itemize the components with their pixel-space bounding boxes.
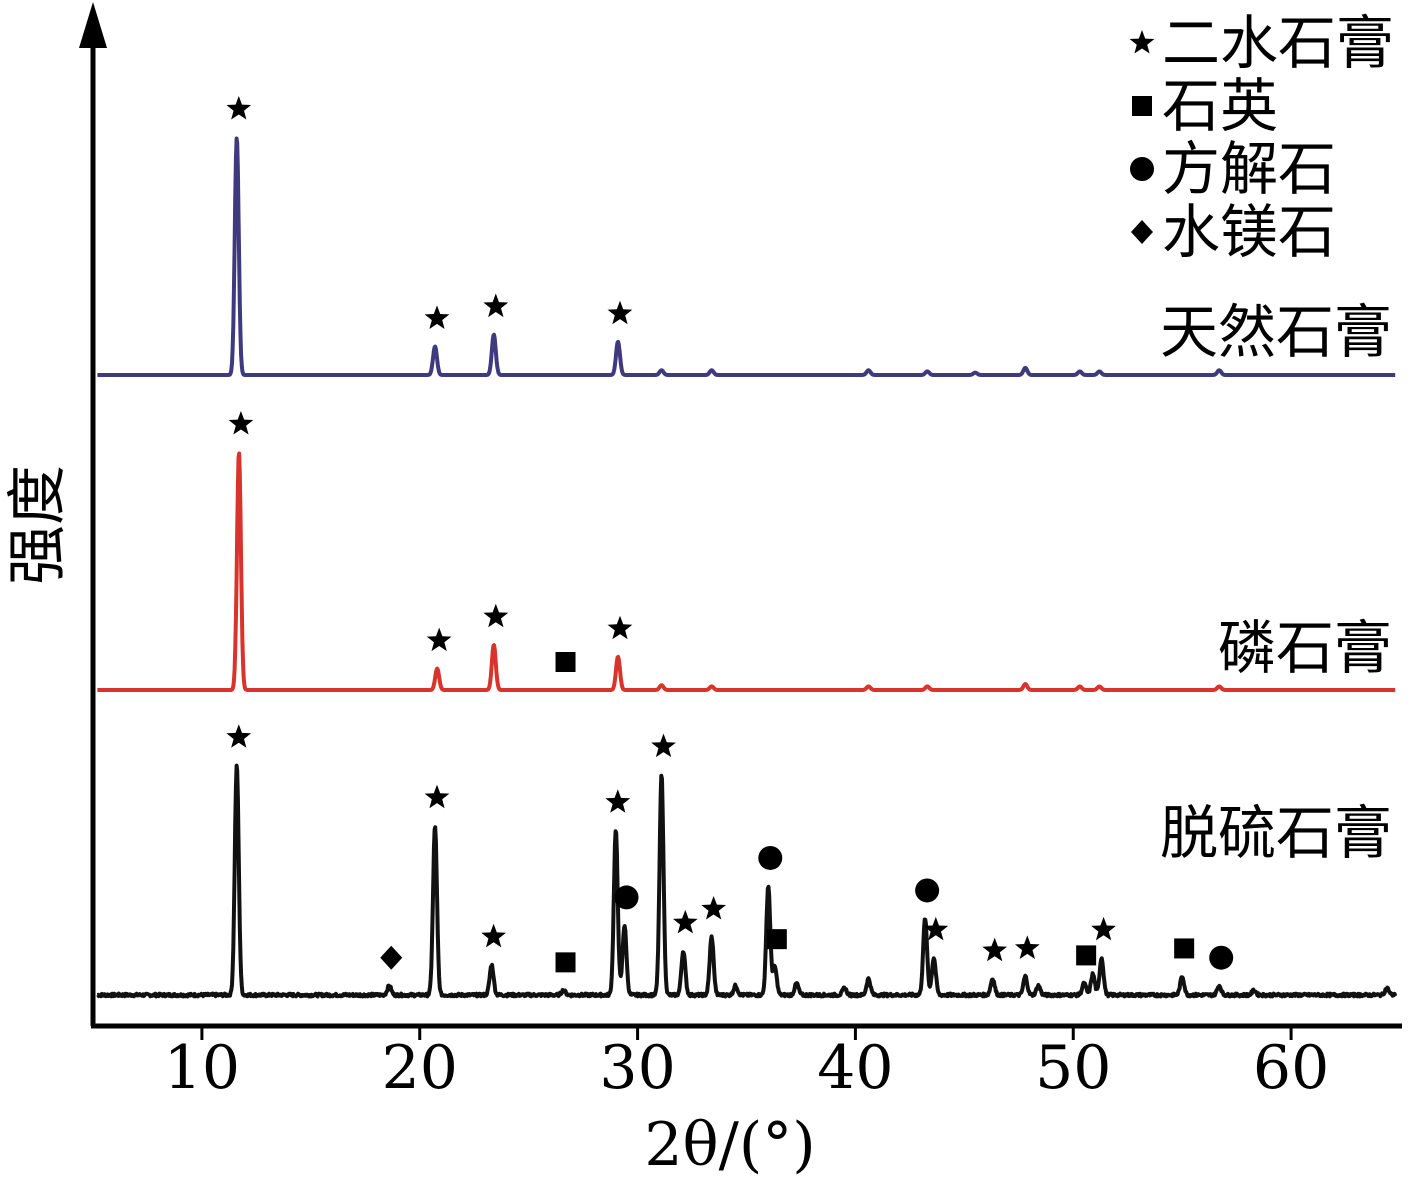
peak-marker-square (555, 652, 576, 672)
x-tick-label: 20 (382, 1033, 458, 1103)
peak-marker-star (607, 300, 633, 325)
trace-label: 脱硫石膏 (1160, 799, 1392, 867)
peak-marker-star (607, 615, 633, 640)
legend-label: 方解石 (1162, 135, 1336, 203)
peak-marker-circle (614, 885, 639, 910)
peak-marker-square (766, 929, 787, 950)
peak-marker-star (982, 937, 1007, 962)
trace-line (96, 763, 1398, 999)
x-tick-label: 40 (817, 1033, 893, 1103)
peak-marker-star (483, 293, 509, 318)
y-axis-label: 强度 (3, 465, 73, 585)
peak-marker-circle (915, 878, 940, 903)
peak-marker-star (424, 784, 450, 809)
legend-marker-square (1132, 96, 1152, 116)
peak-markers (226, 96, 1234, 973)
x-tick-label: 10 (164, 1033, 240, 1103)
peak-marker-circle (758, 845, 783, 870)
trace-line (96, 451, 1397, 692)
peak-marker-star (1015, 935, 1040, 959)
peak-marker-star (481, 923, 506, 948)
peak-marker-circle (1209, 945, 1234, 970)
trace-label: 天然石膏 (1160, 298, 1392, 366)
peak-marker-star (483, 603, 509, 628)
legend-marker-circle (1130, 157, 1154, 181)
x-tick-label: 50 (1035, 1033, 1111, 1103)
peak-marker-star (701, 896, 726, 920)
legend-marker-diamond (1131, 220, 1153, 244)
peak-marker-star (226, 96, 252, 120)
axes (79, 2, 1402, 1029)
peak-marker-square (1076, 945, 1097, 966)
traces (96, 136, 1398, 999)
peak-marker-star (228, 411, 254, 435)
peak-marker-star (226, 724, 252, 748)
x-ticks: 10 20 30 40 50 60 (164, 1026, 1329, 1103)
peak-marker-diamond (380, 945, 403, 970)
x-axis-label: 2θ/(°) (644, 1110, 815, 1180)
peak-marker-star (426, 627, 452, 652)
trace-label: 磷石膏 (1218, 614, 1392, 682)
x-tick-label: 30 (599, 1033, 675, 1103)
legend-label: 石英 (1162, 72, 1278, 140)
peak-marker-star (424, 305, 450, 329)
peak-marker-star (673, 909, 698, 934)
y-axis-arrow (79, 2, 107, 48)
legend-marker-star (1129, 30, 1155, 54)
peak-marker-square (1174, 938, 1195, 959)
peak-marker-star (605, 789, 631, 813)
trace-line (96, 136, 1397, 377)
legend-label: 二水石膏 (1162, 9, 1394, 77)
x-tick-label: 60 (1253, 1033, 1329, 1103)
peak-marker-star (651, 733, 676, 758)
peak-marker-star (1091, 916, 1116, 941)
peak-marker-square (555, 952, 576, 973)
legend-label: 水镁石 (1162, 198, 1336, 266)
peak-marker-star (923, 916, 949, 941)
